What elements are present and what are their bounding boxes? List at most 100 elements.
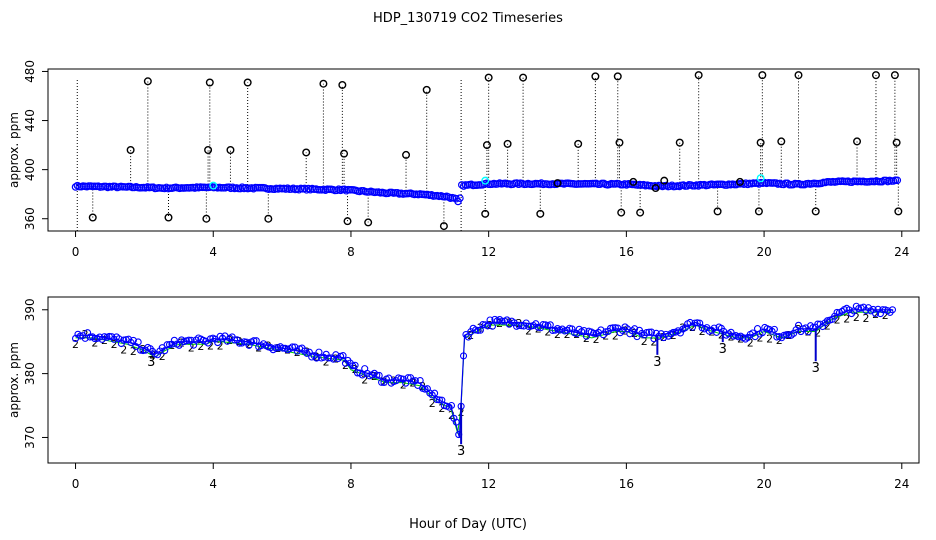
bottom-data-point	[647, 328, 656, 336]
bottom-marker-2: 2	[862, 312, 869, 325]
bottom-data-point	[315, 348, 323, 356]
top-y-tick-label: 480	[23, 60, 37, 83]
bottom-data-point	[235, 339, 243, 347]
top-data-point	[71, 183, 80, 191]
bottom-y-tick-label: 380	[23, 362, 37, 385]
bottom-data-point	[486, 316, 494, 324]
bottom-data-point	[91, 335, 99, 343]
top-y-tick-label: 440	[23, 109, 37, 132]
bottom-data-point	[185, 336, 193, 344]
bottom-data-point	[404, 374, 412, 382]
top-outlier-point	[422, 85, 431, 94]
top-data-point	[893, 176, 902, 185]
top-x-axis: 0 4 8 12 16 20 24	[72, 231, 909, 259]
top-data-point	[340, 185, 349, 194]
top-outlier-point	[777, 137, 786, 146]
bottom-data-point	[804, 328, 812, 336]
top-highlight-point	[209, 181, 218, 190]
bottom-data-point	[431, 389, 439, 397]
top-outlier-point	[735, 177, 744, 186]
bottom-y-axis-label: approx. ppm	[7, 342, 21, 418]
bottom-data-point	[447, 401, 456, 410]
bottom-data-point	[539, 321, 547, 329]
bottom-data-point	[474, 326, 482, 334]
top-marks	[71, 71, 903, 231]
top-outlier-point	[302, 148, 311, 157]
bottom-data-point	[252, 337, 260, 345]
top-outlier-point	[613, 72, 622, 81]
bottom-data-point	[498, 317, 506, 325]
top-outlier-point	[871, 71, 880, 80]
top-outlier-point	[439, 222, 448, 231]
bottom-data-point	[619, 326, 627, 335]
bottom-data-point	[476, 326, 484, 334]
bottom-marker-2: 2	[554, 328, 561, 341]
bottom-data-point	[631, 325, 639, 333]
top-outlier-point	[794, 71, 803, 80]
top-y-tick-label: 400	[23, 158, 37, 181]
top-outlier-point	[811, 207, 820, 216]
top-data-point	[668, 181, 676, 190]
top-outlier-point	[758, 71, 767, 80]
top-y-tick-label: 360	[23, 207, 37, 230]
bottom-marker-2: 2	[872, 308, 879, 321]
bottom-marker-2: 2	[438, 402, 445, 415]
top-outlier-point	[340, 149, 349, 158]
bottom-marker-3: 3	[653, 355, 661, 370]
chart-title: HDP_130719 CO2 Timeseries	[373, 11, 563, 26]
bottom-data-point	[358, 371, 366, 379]
bottom-data-point	[245, 341, 253, 349]
top-outlier-point	[319, 79, 328, 88]
top-x-tick-label: 24	[894, 245, 909, 259]
x-axis-label: Hour of Day (UTC)	[409, 517, 527, 532]
top-outlier-point	[651, 184, 660, 193]
bottom-data-point	[669, 328, 677, 337]
top-outlier-point	[482, 141, 491, 150]
top-outlier-point	[694, 71, 703, 80]
bottom-data-point	[279, 344, 287, 352]
top-outlier-point	[202, 214, 211, 223]
bottom-y-tick-label: 390	[23, 298, 37, 321]
bottom-data-point	[479, 321, 487, 329]
top-outlier-point	[890, 71, 899, 80]
bottom-x-tick-label: 24	[894, 477, 909, 491]
bottom-marker-2: 2	[323, 356, 330, 369]
bottom-data-point	[609, 324, 617, 332]
top-outlier-point	[553, 179, 562, 188]
bottom-data-point	[515, 321, 523, 329]
top-outlier-point	[126, 145, 135, 154]
bottom-data-point	[879, 306, 887, 314]
bottom-x-tick-label: 4	[209, 477, 217, 491]
top-outlier-point	[536, 209, 545, 218]
bottom-y-axis: 370 380 390	[23, 298, 48, 449]
top-outlier-point	[338, 80, 347, 89]
top-outlier-point	[519, 73, 528, 82]
bottom-marker-2: 2	[207, 340, 214, 353]
bottom-data-point	[888, 306, 897, 314]
top-outlier-point	[204, 145, 213, 154]
top-data-point	[236, 184, 245, 193]
bottom-marker-2: 2	[834, 313, 841, 326]
top-highlight-point	[756, 174, 765, 183]
top-outlier-point	[894, 207, 903, 216]
bottom-data-point	[602, 328, 610, 336]
top-outlier-point	[892, 138, 901, 147]
top-x-tick-label: 16	[619, 245, 634, 259]
bottom-marker-2: 2	[120, 344, 127, 357]
bottom-data-point	[409, 377, 417, 385]
bottom-data-point	[129, 336, 137, 344]
top-outlier-point	[853, 137, 862, 146]
bottom-data-point	[488, 322, 497, 330]
bottom-marker-2: 2	[130, 345, 137, 358]
bottom-data-point	[288, 343, 296, 351]
bottom-marker-2: 2	[217, 339, 224, 352]
bottom-data-point	[81, 334, 89, 342]
bottom-x-axis: 0 4 8 12 16 20 24	[72, 463, 909, 491]
bottom-data-point	[435, 396, 443, 404]
bottom-data-point	[770, 325, 778, 333]
bottom-data-point	[339, 352, 347, 360]
top-outlier-point	[591, 72, 600, 81]
bottom-marker-2: 2	[853, 311, 860, 324]
bottom-marker-2: 2	[766, 333, 773, 346]
